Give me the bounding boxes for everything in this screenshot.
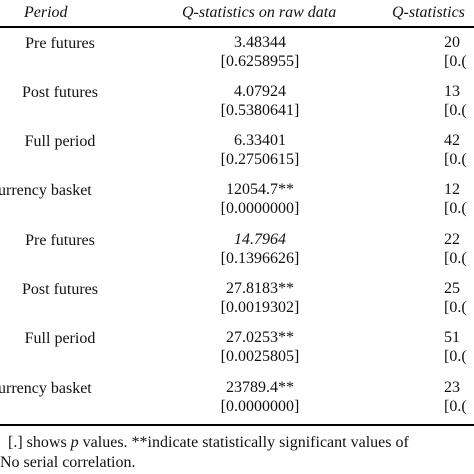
header-raw-data: Q-statistics on raw data bbox=[182, 4, 337, 21]
raw-statistic: 23789.4** bbox=[226, 379, 294, 396]
raw-p-value: [0.5380641] bbox=[220, 102, 300, 119]
raw-p-value: [0.0019302] bbox=[220, 299, 300, 316]
third-statistic: 12 bbox=[444, 181, 460, 198]
raw-statistic: 12054.7** bbox=[226, 181, 294, 198]
note-p-symbol: p bbox=[70, 434, 79, 451]
bottom-rule bbox=[0, 424, 474, 426]
raw-statistic: 27.8183** bbox=[226, 280, 294, 297]
raw-statistic: 6.33401 bbox=[234, 132, 286, 149]
third-statistic: 13 bbox=[444, 83, 460, 100]
header-third-column: Q-statistics bbox=[392, 4, 465, 21]
third-p-value: [0.( bbox=[444, 348, 467, 365]
third-statistic: 25 bbox=[444, 280, 460, 297]
raw-p-value: [0.6258955] bbox=[220, 53, 300, 70]
note-prefix: [.] shows bbox=[8, 434, 71, 451]
raw-p-value: [0.0000000] bbox=[220, 200, 300, 217]
raw-p-value: [0.0025805] bbox=[220, 348, 300, 365]
header-period: Period bbox=[24, 4, 68, 21]
note-suffix: values. **indicate statistically signifi… bbox=[78, 434, 409, 451]
third-statistic: 22 bbox=[444, 231, 460, 248]
third-p-value: [0.( bbox=[444, 250, 467, 267]
header-rule bbox=[0, 26, 474, 28]
raw-statistic: 27.0253** bbox=[226, 329, 294, 346]
row-label: Post futures bbox=[22, 281, 98, 298]
row-label: Full period bbox=[24, 133, 96, 150]
row-label: Pre futures bbox=[25, 232, 95, 249]
raw-statistic: 14.7964 bbox=[234, 231, 286, 248]
third-p-value: [0.( bbox=[444, 299, 467, 316]
raw-statistic: 3.48344 bbox=[234, 34, 286, 51]
row-label: Full period bbox=[24, 330, 96, 347]
raw-p-value: [0.1396626] bbox=[220, 250, 300, 267]
raw-p-value: [0.0000000] bbox=[220, 398, 300, 415]
row-label: urrency basket bbox=[0, 380, 92, 397]
third-p-value: [0.( bbox=[444, 53, 467, 70]
row-label: Pre futures bbox=[25, 35, 95, 52]
row-label: urrency basket bbox=[0, 182, 92, 199]
table-note-second-line: No serial correlation. bbox=[0, 454, 136, 471]
raw-statistic: 4.07924 bbox=[234, 83, 286, 100]
third-statistic: 42 bbox=[444, 132, 460, 149]
third-p-value: [0.( bbox=[444, 200, 467, 217]
third-p-value: [0.( bbox=[444, 398, 467, 415]
raw-p-value: [0.2750615] bbox=[220, 151, 300, 168]
third-p-value: [0.( bbox=[444, 102, 467, 119]
table-note: [.] shows p values. **indicate statistic… bbox=[8, 434, 409, 452]
third-statistic: 51 bbox=[444, 329, 460, 346]
third-statistic: 23 bbox=[444, 379, 460, 396]
row-label: Post futures bbox=[22, 84, 98, 101]
third-p-value: [0.( bbox=[444, 151, 467, 168]
third-statistic: 20 bbox=[444, 34, 460, 51]
